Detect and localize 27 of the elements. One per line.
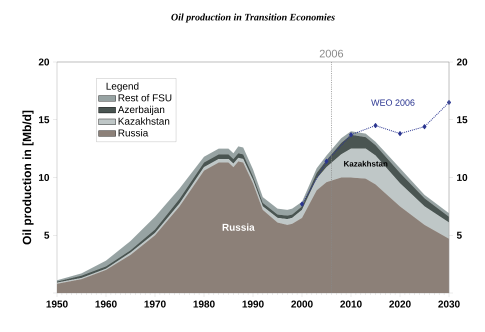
y-tick-label: 15 [39, 116, 50, 124]
legend-label: Rest of FSU [118, 94, 172, 102]
x-tick-label: 1970 [144, 300, 166, 308]
legend-label: Azerbaijan [118, 106, 164, 116]
legend-title: Legend [106, 82, 138, 92]
x-tick-label: 1960 [96, 300, 117, 308]
x-tick-label: 2000 [291, 300, 313, 308]
x-tick-label: 1980 [194, 300, 215, 308]
x-tick-label: 1990 [242, 300, 264, 308]
y-tick-label: 20 [38, 58, 50, 66]
legend-label: Kazakhstan [118, 117, 170, 125]
y-tick-label: 5 [44, 232, 50, 239]
x-tick-label: 1950 [46, 300, 68, 308]
y-tick-label: 10 [39, 174, 50, 182]
y2-tick-label: 5 [456, 232, 462, 239]
legend-label: Russia [118, 129, 148, 136]
y-axis-title: Oil production in [Mb/d] [22, 110, 34, 244]
text: WEO 2006 [371, 99, 415, 106]
y2-tick-label: 10 [457, 174, 468, 182]
x-tick-label: 2030 [438, 300, 460, 308]
y2-tick-label: 20 [456, 58, 468, 66]
x-tick-label: 2020 [389, 300, 411, 308]
x-tick-label: 2010 [340, 300, 362, 308]
chart-title: Oil production in Transition Economies [171, 13, 335, 23]
y2-tick-label: 15 [457, 116, 468, 124]
annotation: Russia [222, 224, 255, 231]
ref-line-label: 2006 [320, 50, 344, 58]
